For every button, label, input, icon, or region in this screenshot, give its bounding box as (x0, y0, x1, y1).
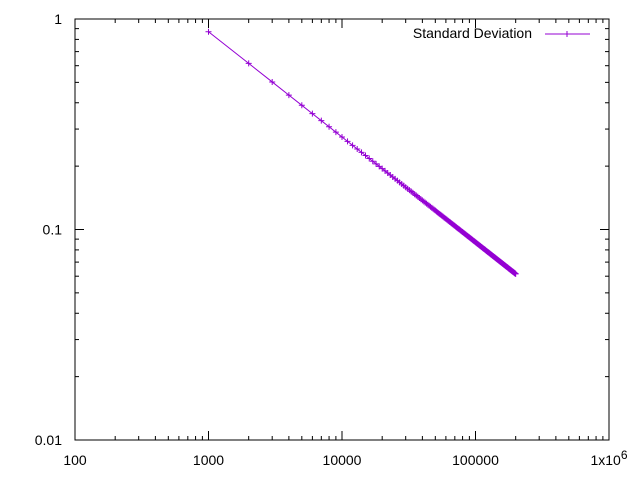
data-point (512, 270, 519, 277)
axis-ticks (74, 19, 609, 441)
data-point (358, 149, 365, 156)
legend-marker (564, 31, 570, 37)
data-point (326, 123, 333, 130)
legend-label: Standard Deviation (413, 25, 532, 41)
data-point (344, 138, 351, 145)
x-tick-label: 1x106 (590, 448, 627, 468)
data-point (339, 133, 345, 140)
data-point (362, 152, 369, 159)
data-point (318, 117, 325, 124)
data-point (205, 28, 212, 35)
plot-frame (74, 18, 610, 441)
x-tick-label: 10000 (323, 452, 362, 468)
data-point (366, 155, 373, 162)
data-point (354, 145, 361, 152)
y-tick-label: 0.1 (43, 222, 63, 238)
data-point (332, 129, 339, 136)
y-tick-label: 0.01 (35, 432, 62, 448)
axis-tick-labels: 100 1000 10000 100000 1x106 0.01 0.1 1 (35, 11, 628, 468)
x-tick-label: 1000 (193, 452, 224, 468)
y-tick-label: 1 (54, 11, 62, 27)
series-group (205, 28, 519, 277)
data-point (349, 142, 356, 149)
series-markers (205, 28, 519, 277)
data-point (285, 92, 292, 99)
data-point (373, 160, 380, 167)
data-point (269, 78, 276, 85)
data-point (309, 110, 316, 117)
data-point (369, 158, 376, 165)
data-point (245, 60, 252, 67)
x-tick-label: 100 (63, 452, 87, 468)
data-point (298, 102, 305, 109)
legend: Standard Deviation (413, 25, 590, 41)
x-tick-label: 100000 (452, 452, 499, 468)
